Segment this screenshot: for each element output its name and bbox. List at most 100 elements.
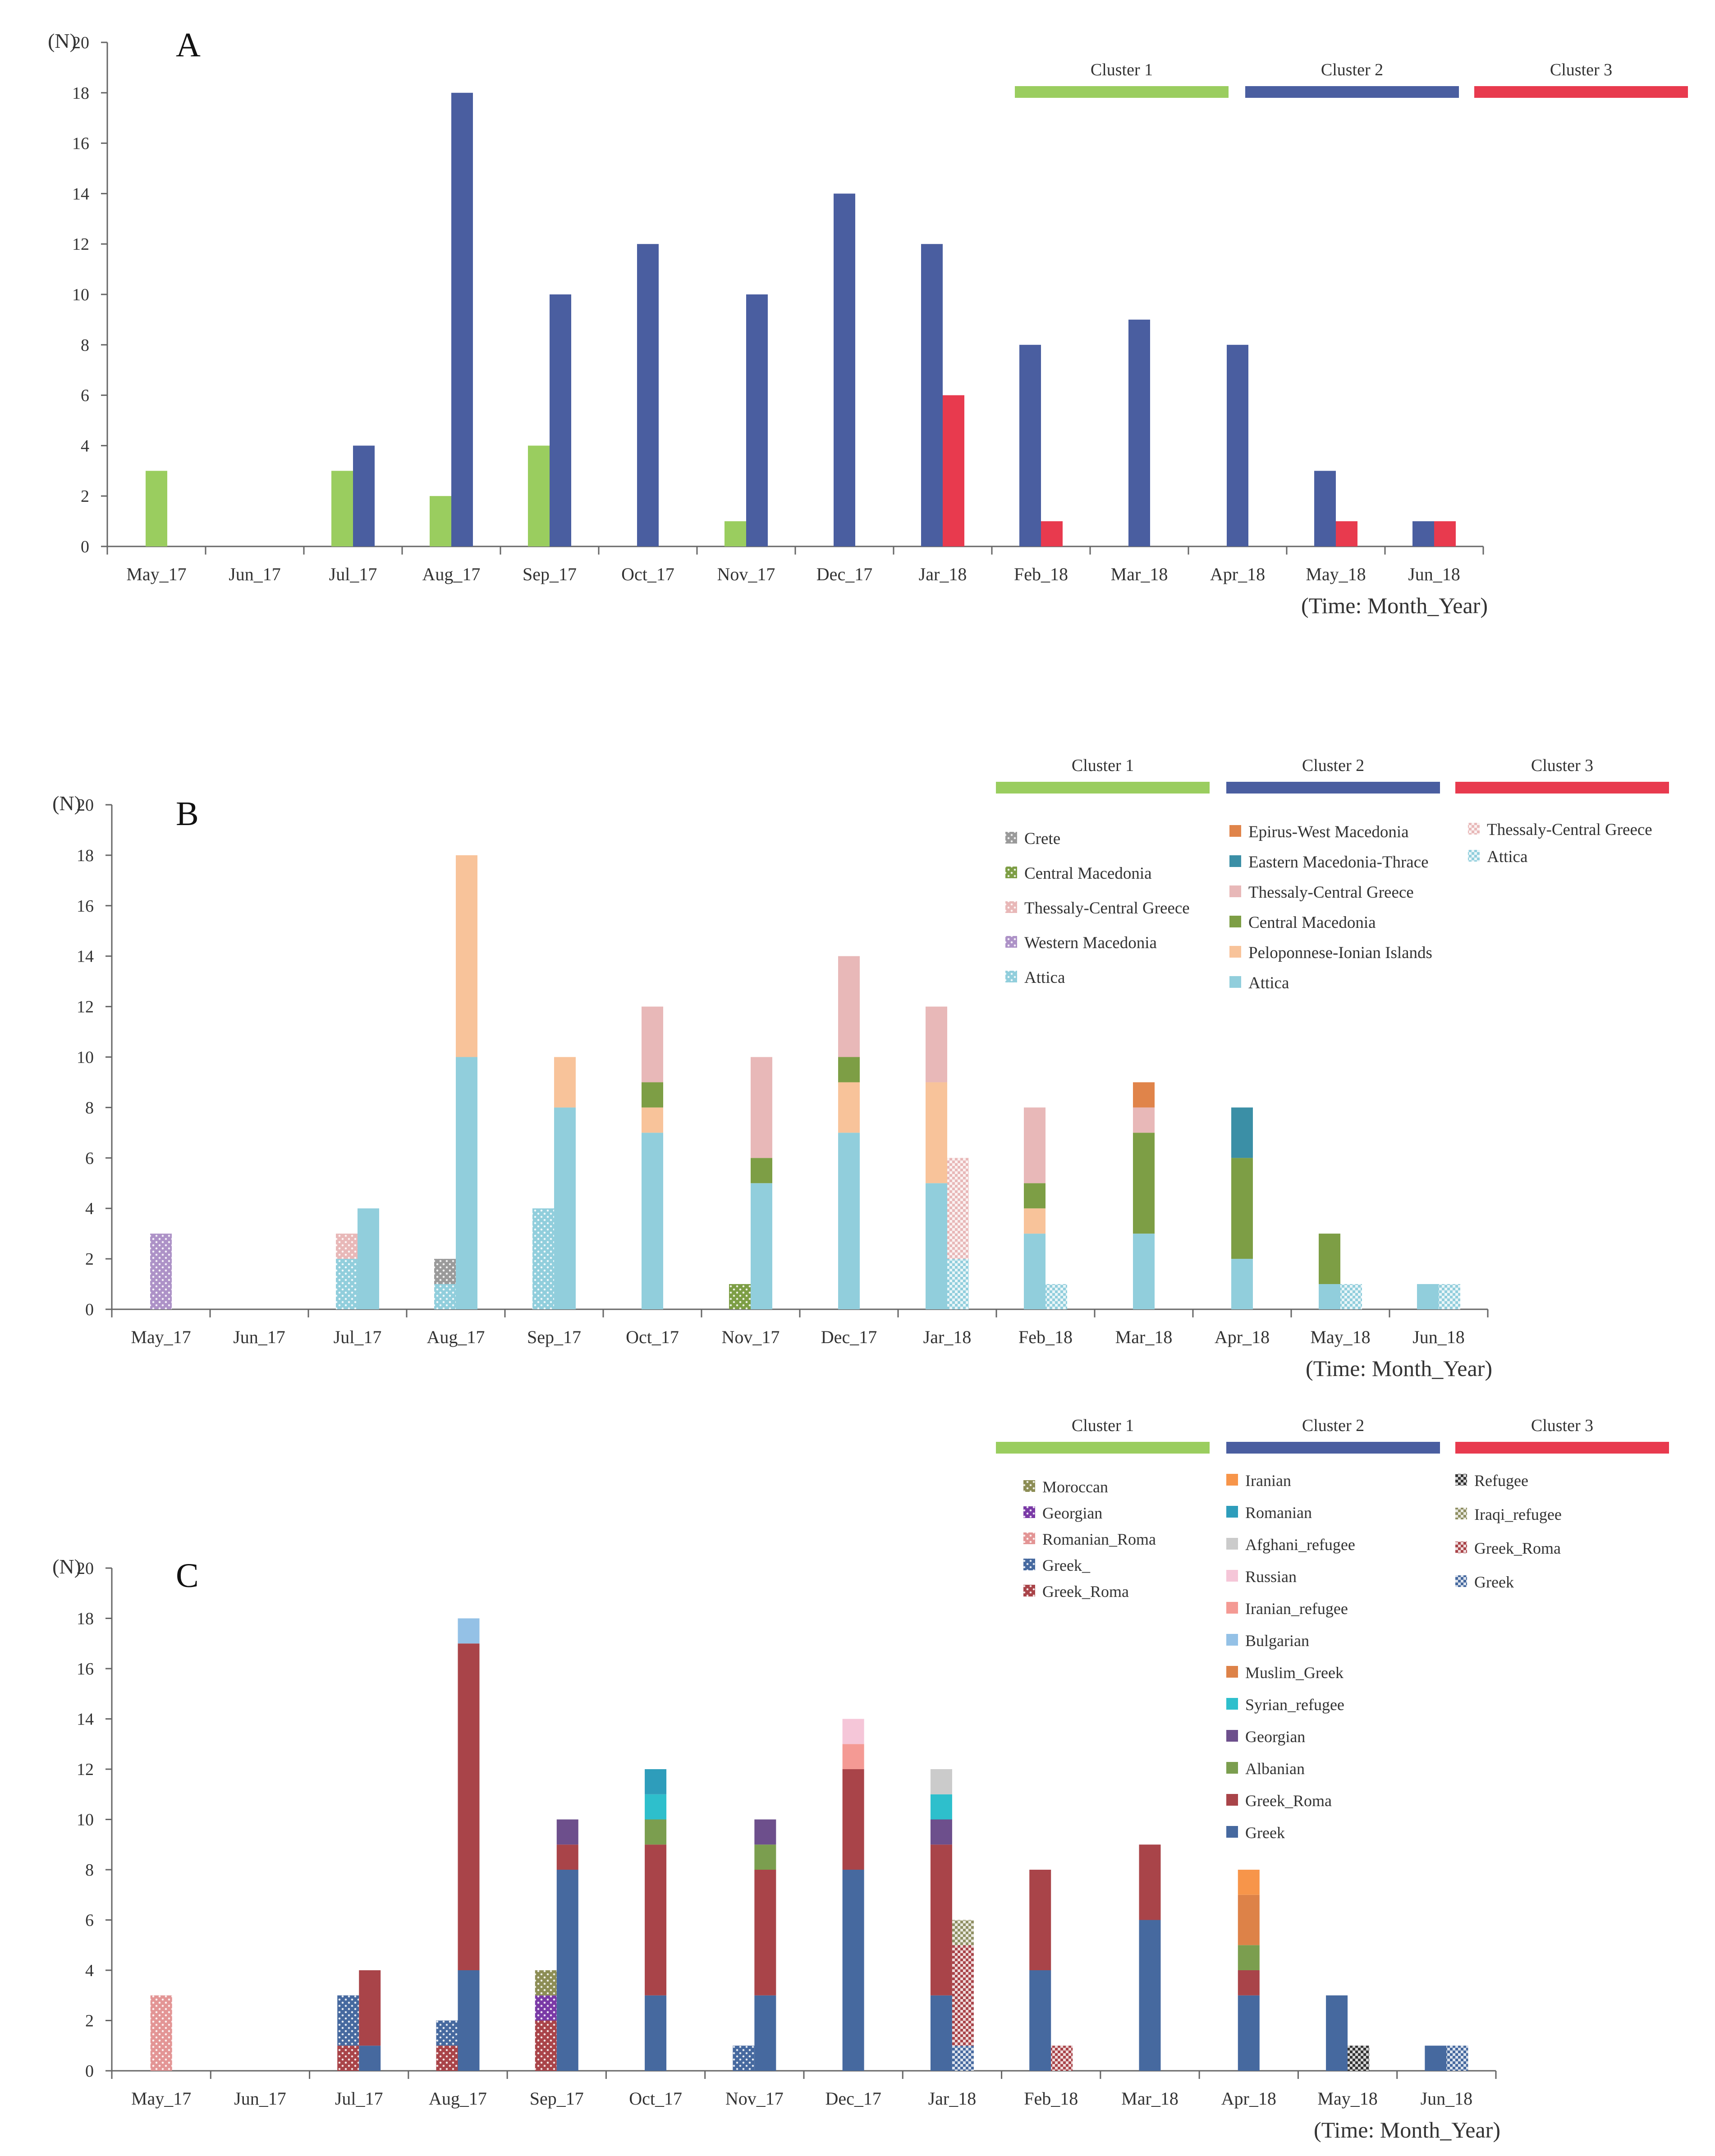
legend-swatch [1229,825,1241,837]
bars-a [146,92,1456,547]
bar-cluster-2-epirus-west-macedonia-fill [1133,1082,1155,1108]
bar-cluster-2-central-macedonia-fill [1024,1183,1046,1209]
legend-cluster-label: Cluster 2 [1321,60,1383,79]
bar-cluster-2-central-macedonia [1133,1133,1155,1234]
x-tick-label: Sep_17 [527,1327,581,1347]
bar-cluster-2-afghani-refugee-fill [930,1769,952,1794]
bar-cluster-2-attica [1231,1259,1253,1309]
x-tick-label: Jar_18 [919,564,967,584]
x-tick-label: Jul_17 [335,2088,383,2109]
legend-a: Cluster 1 Cluster 2 Cluster 3 [1015,60,1688,98]
legend-swatch [1226,1666,1238,1678]
bar-cluster-2 [1412,521,1434,546]
y-tick-label: 8 [85,1098,94,1117]
bar-cluster-2-attica-fill [1417,1284,1439,1309]
x-tick-label: May_17 [131,2088,191,2109]
bar-cluster-1-crete [434,1259,456,1284]
bar-cluster-1-moroccan-pattern [535,1970,557,1995]
bar-cluster-2-syrian-refugee-fill [930,1794,952,1820]
legend-item-label: Greek_ [1042,1556,1091,1574]
bar-cluster-2-greek-fill [1238,1995,1260,2071]
bar-cluster-3-attica-pattern [1340,1284,1362,1309]
legend-item-label: Iranian [1245,1472,1291,1490]
bar-cluster-3-greek-roma-pattern [1051,2046,1073,2071]
legend-swatch [1226,1474,1238,1486]
bar-cluster-2-greek-fill [842,1870,864,2071]
bar-cluster-2-fill [834,193,855,546]
bar-cluster-2-syrian-refugee-fill [645,1794,667,1820]
legend-swatch-fill [1226,1634,1238,1646]
bar-cluster-2 [921,244,943,546]
bar-cluster-1-fill [331,471,353,546]
legend-item-label: Russian [1245,1568,1297,1586]
bar-cluster-1-crete-pattern [434,1259,456,1284]
bar-cluster-2-attica [751,1183,772,1309]
bar-cluster-2-peloponnese-ionian-islands-fill [926,1082,947,1184]
bar-cluster-2-greek-roma-fill [458,1643,480,1970]
bar-cluster-3-attica-pattern [1439,1284,1460,1309]
x-tick-label: Dec_17 [821,1327,877,1347]
bar-cluster-2-attica-fill [358,1208,379,1309]
bar-cluster-2-greek-roma [1029,1870,1051,1970]
legend-swatch-pattern [1468,850,1480,862]
bar-cluster-2-attica-fill [1231,1259,1253,1309]
bar-cluster-1 [430,496,451,546]
bar-cluster-2-greek-fill [359,2046,381,2071]
bar-cluster-2-greek [1029,1970,1051,2071]
bar-cluster-2-thessaly-central-greece-fill [642,1006,663,1083]
y-tick-label: 10 [72,285,89,304]
bar-cluster-2-central-macedonia [642,1082,663,1108]
bar-cluster-1-greek- [337,1995,359,2046]
panel-a: 0 2 4 6 8 10 12 14 16 18 20 May_17 Jun_17 Jul_17 Aug_1… [48,26,1488,618]
bar-cluster-2-syrian-refugee [930,1794,952,1820]
bar-cluster-2-central-macedonia-fill [838,1057,860,1083]
bar-cluster-2-greek-roma-fill [1139,1844,1161,1920]
legend-item-label: Iranian_refugee [1245,1600,1348,1618]
y-tick-label: 20 [77,796,94,815]
legend-cluster-bar [1455,1442,1669,1454]
bar-cluster-2-romanian [645,1769,667,1794]
legend-swatch-fill [1229,825,1241,837]
bar-cluster-1-attica [434,1284,456,1309]
y-tick-label: 10 [77,1811,94,1830]
x-tick-label: Jul_17 [329,564,377,584]
bar-cluster-3-greek-roma [1051,2046,1073,2071]
bar-cluster-2-peloponnese-ionian-islands [1024,1208,1046,1234]
y-tick-label: 8 [85,1861,94,1880]
legend-swatch [1468,850,1480,862]
bar-cluster-2-attica [1024,1234,1046,1309]
legend-swatch-fill [1226,1506,1238,1518]
bar-cluster-1-central-macedonia [729,1284,751,1309]
bar-cluster-1-attica-pattern [336,1259,358,1309]
bar-cluster-2-greek-roma [645,1844,667,1995]
bar-cluster-3-greek-pattern [1446,2046,1468,2071]
bar-cluster-3-greek-pattern [952,2046,974,2071]
bar-cluster-2-eastern-macedonia-thrace [1231,1107,1253,1158]
bar-cluster-2-peloponnese-ionian-islands-fill [1024,1208,1046,1234]
bar-cluster-2-albanian-fill [754,1844,776,1870]
legend-swatch-fill [1226,1698,1238,1710]
bar-cluster-2-attica-fill [926,1183,947,1309]
bar-cluster-2-greek-roma-fill [842,1769,864,1870]
bar-cluster-2-greek-fill [458,1970,480,2071]
y-axis-title: (N) [52,792,81,815]
y-axis-title: (N) [52,1555,81,1578]
bar-cluster-2-attica [1319,1284,1340,1309]
bar-cluster-2-attica [926,1183,947,1309]
y-tick-label: 6 [85,1911,94,1930]
bar-cluster-2-georgian [556,1819,578,1845]
bar-cluster-2-greek-roma-fill [1238,1970,1260,1995]
bar-cluster-1-greek-roma-pattern [535,2020,557,2071]
bar-cluster-1-thessaly-central-greece-pattern [336,1234,358,1259]
legend-swatch [1229,855,1241,867]
bar-cluster-1-fill [528,445,550,546]
y-tick-label: 0 [81,537,89,556]
x-tick-label: Oct_17 [621,564,674,584]
bar-cluster-2-greek-roma [1238,1970,1260,1995]
x-tick-label: Aug_17 [422,564,481,584]
bar-cluster-2-attica-fill [642,1133,663,1309]
bar-cluster-1-fill [430,496,451,546]
bar-cluster-3-greek [952,2046,974,2071]
y-tick-label: 14 [77,947,94,966]
